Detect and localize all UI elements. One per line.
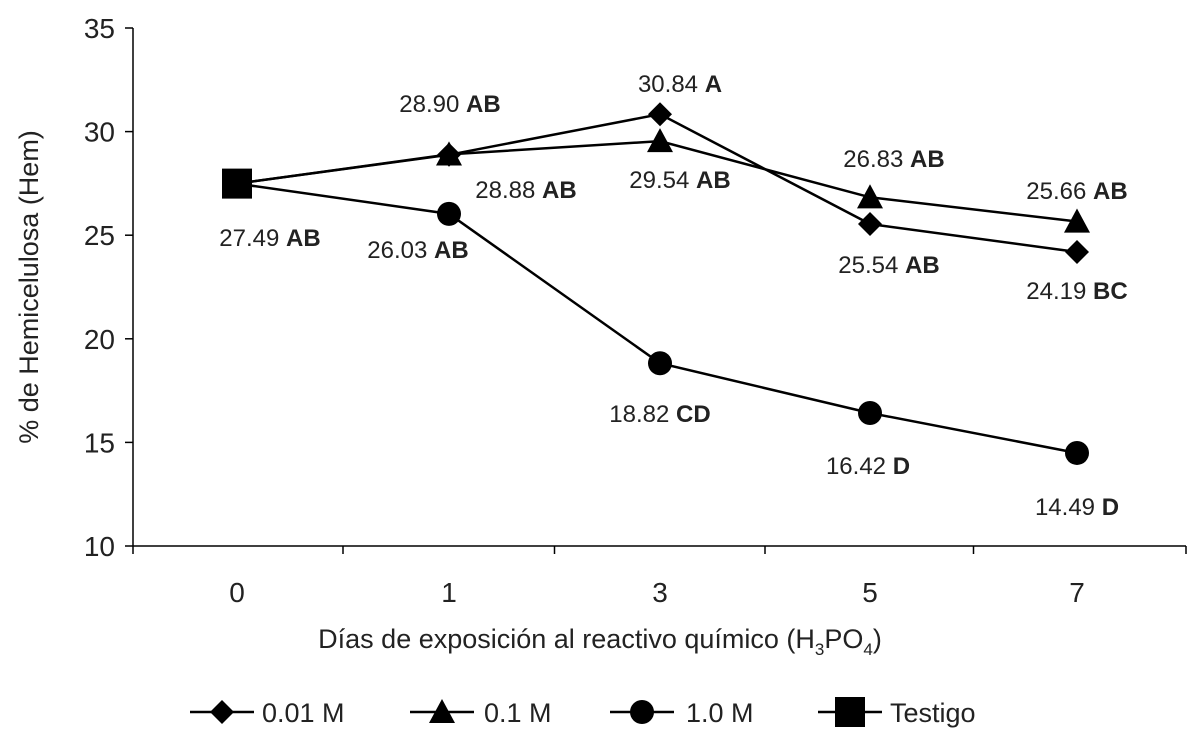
series-Testigo [222, 168, 252, 199]
point-Testigo-0 [222, 168, 252, 199]
data-label-letter: AB [542, 177, 577, 204]
data-label-24.19: 24.19 BC [1026, 278, 1127, 305]
point-1.0-M-1 [437, 201, 461, 226]
x-axis-title-main: Días de exposición al reactivo químico (… [318, 624, 815, 654]
x-axis-title-sub-3: 3 [815, 640, 824, 659]
point-1.0-M-3 [648, 351, 672, 376]
data-label-value: 29.54 [629, 167, 696, 194]
y-tick-label-30: 30 [84, 117, 115, 148]
legend-marker-diamond [210, 700, 234, 724]
data-label-value: 24.19 [1026, 278, 1093, 305]
data-label-value: 26.03 [367, 237, 434, 264]
point-0.1-M-3 [647, 128, 673, 153]
legend: 0.01 M 0.1 M 1.0 M Testigo [190, 697, 976, 728]
data-label-value: 16.42 [826, 453, 893, 480]
point-0.1-M-5 [857, 184, 883, 209]
data-label-30.84: 30.84 A [638, 71, 722, 98]
legend-marker-square [835, 697, 865, 727]
data-label-16.42: 16.42 D [826, 453, 910, 480]
point-0.01-M-3 [648, 102, 672, 127]
x-tick-label-7: 7 [1069, 577, 1085, 608]
data-label-letter: AB [905, 252, 940, 279]
data-label-value: 25.54 [838, 252, 905, 279]
data-label-letter: D [893, 453, 910, 480]
point-0.01-M-5 [858, 212, 882, 237]
data-label-letter: AB [1093, 178, 1128, 205]
data-label-value: 27.49 [219, 225, 286, 252]
data-label-26.83: 26.83 AB [843, 146, 944, 173]
x-tick-label-3: 3 [652, 577, 668, 608]
point-0.1-M-1 [436, 141, 462, 166]
x-tick-label-5: 5 [862, 577, 878, 608]
data-label-28.88: 28.88 AB [475, 177, 576, 204]
legend-marker-triangle [429, 699, 455, 724]
point-0.1-M-7 [1064, 208, 1090, 233]
x-axis-title-sub-4: 4 [863, 640, 872, 659]
legend-marker-circle [630, 700, 654, 724]
y-tick-label-35: 35 [84, 13, 115, 44]
data-label-letter: AB [434, 237, 469, 264]
data-label-28.90: 28.90 AB [399, 91, 500, 118]
data-label-letter: AB [466, 91, 501, 118]
data-label-value: 14.49 [1035, 494, 1102, 521]
data-label-25.66: 25.66 AB [1026, 178, 1127, 205]
data-label-letter: AB [910, 146, 945, 173]
data-label-value: 30.84 [638, 71, 705, 98]
legend-item-0.1-M: 0.1 M [410, 698, 552, 728]
data-label-letter: BC [1093, 278, 1128, 305]
y-tick-label-25: 25 [84, 220, 115, 251]
y-tick-label-15: 15 [84, 427, 115, 458]
legend-item-0.01-M: 0.01 M [190, 698, 345, 728]
data-label-letter: D [1102, 494, 1119, 521]
data-label-value: 25.66 [1026, 178, 1093, 205]
data-label-letter: CD [676, 401, 711, 428]
data-label-29.54: 29.54 AB [629, 167, 730, 194]
legend-label: Testigo [890, 698, 976, 728]
data-label-value: 18.82 [609, 401, 676, 428]
point-1.0-M-7 [1065, 440, 1089, 465]
y-tick-label-10: 10 [84, 531, 115, 562]
data-label-25.54: 25.54 AB [838, 252, 939, 279]
point-0.01-M-7 [1065, 239, 1089, 264]
point-1.0-M-5 [858, 400, 882, 425]
x-axis-title-end: ) [873, 624, 882, 654]
data-label-value: 28.88 [475, 177, 542, 204]
legend-label: 0.01 M [262, 698, 345, 728]
data-label-value: 26.83 [843, 146, 910, 173]
legend-item-Testigo: Testigo [818, 697, 976, 728]
data-label-letter: AB [286, 225, 321, 252]
y-axis-title: % de Hemicelulosa (Hem) [14, 130, 44, 444]
legend-label: 1.0 M [686, 698, 754, 728]
x-axis-title-po: PO [824, 624, 863, 654]
data-label-letter: A [705, 71, 722, 98]
series-layer [222, 102, 1090, 465]
y-tick-label-20: 20 [84, 324, 115, 355]
legend-item-1.0-M: 1.0 M [610, 698, 754, 728]
data-label-14.49: 14.49 D [1035, 494, 1119, 521]
data-label-value: 28.90 [399, 91, 466, 118]
x-tick-label-0: 0 [229, 577, 245, 608]
data-label-letter: AB [696, 167, 731, 194]
data-label-27.49: 27.49 AB [219, 225, 320, 252]
x-tick-label-1: 1 [441, 577, 457, 608]
legend-label: 0.1 M [484, 698, 552, 728]
x-axis-title: Días de exposición al reactivo químico (… [318, 624, 882, 659]
data-label-26.03: 26.03 AB [367, 237, 468, 264]
data-label-18.82: 18.82 CD [609, 401, 710, 428]
